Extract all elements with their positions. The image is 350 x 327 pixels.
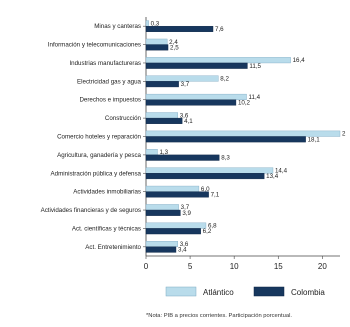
value-label-atlantico: 3,6 xyxy=(180,112,189,119)
category-label: Administración pública y defensa xyxy=(51,170,142,177)
value-label-colombia: 11,5 xyxy=(249,63,261,70)
value-label-atlantico: 6,0 xyxy=(201,186,210,193)
bar-colombia xyxy=(145,25,214,32)
bar-atlantico xyxy=(145,241,178,248)
value-label-atlantico: 3,7 xyxy=(181,204,190,211)
category-label: Derechos e impuestos xyxy=(79,97,141,104)
bar-atlantico xyxy=(145,149,158,156)
x-tick-label: 20 xyxy=(318,262,327,271)
value-label-colombia: 7,6 xyxy=(215,26,224,33)
value-label-colombia: 18,1 xyxy=(308,136,321,143)
bar-colombia xyxy=(145,173,265,180)
bar-colombia xyxy=(145,154,220,161)
bar-colombia xyxy=(145,228,201,235)
value-label-atlantico: 2,4 xyxy=(169,39,178,46)
bar-atlantico xyxy=(145,75,219,82)
bar-atlantico xyxy=(145,112,178,119)
bar-colombia xyxy=(145,209,181,216)
legend-swatch-atlantico xyxy=(165,286,197,297)
x-tick-label: 15 xyxy=(274,262,283,271)
bar-colombia xyxy=(145,99,237,106)
value-label-atlantico: 3,6 xyxy=(180,241,189,248)
value-label-colombia: 3,4 xyxy=(178,247,187,254)
value-label-atlantico: 11,4 xyxy=(249,94,261,101)
x-tick-label: 10 xyxy=(230,262,239,271)
x-tick-label: 5 xyxy=(188,262,193,271)
value-label-colombia: 3,9 xyxy=(182,210,191,217)
category-label: Construcción xyxy=(105,115,142,122)
value-label-atlantico: 2 xyxy=(342,131,346,138)
bar-atlantico xyxy=(145,57,291,64)
legend-swatch-colombia xyxy=(253,286,285,297)
bar-atlantico xyxy=(145,20,149,27)
value-label-atlantico: 0,3 xyxy=(151,20,160,27)
value-label-colombia: 4,1 xyxy=(184,118,193,125)
value-label-colombia: 10,2 xyxy=(238,100,251,107)
category-label: Industrias manufactureras xyxy=(69,60,141,67)
category-label: Actividades financieras y de seguros xyxy=(41,207,141,214)
value-label-colombia: 7,1 xyxy=(211,191,220,198)
bar-colombia xyxy=(145,44,169,51)
value-label-atlantico: 16,4 xyxy=(293,57,306,64)
value-label-atlantico: 8,2 xyxy=(220,76,229,83)
bar-atlantico xyxy=(145,185,200,192)
bar-colombia xyxy=(145,117,183,124)
value-label-colombia: 13,4 xyxy=(266,173,279,180)
category-label: Act. Entretenimiento xyxy=(85,244,141,251)
category-label: Información y telecomunicaciones xyxy=(48,42,141,49)
value-label-atlantico: 14,4 xyxy=(275,167,288,174)
bar-colombia xyxy=(145,81,179,88)
bar-colombia xyxy=(145,246,177,253)
bar-atlantico xyxy=(145,38,168,45)
value-label-atlantico: 1,3 xyxy=(159,149,168,156)
value-label-colombia: 2,5 xyxy=(170,44,179,51)
bar-atlantico xyxy=(145,93,247,100)
x-tick-label: 0 xyxy=(144,262,149,271)
bar-atlantico xyxy=(145,167,274,174)
category-label: Agricultura, ganadería y pesca xyxy=(57,152,141,159)
legend-label-colombia: Colombia xyxy=(291,288,325,297)
value-label-colombia: 3,7 xyxy=(181,81,190,88)
value-label-atlantico: 6,8 xyxy=(208,223,217,230)
bar-atlantico xyxy=(145,204,179,211)
category-label: Minas y canteras xyxy=(94,23,141,30)
bar-colombia xyxy=(145,191,209,198)
category-label: Electricidad gas y agua xyxy=(77,78,142,85)
bar-colombia xyxy=(145,136,306,143)
bar-atlantico xyxy=(145,222,207,229)
value-label-colombia: 8,3 xyxy=(221,155,230,162)
category-label: Comercio hoteles y reparación xyxy=(57,134,141,141)
bar-colombia xyxy=(145,62,248,69)
footnote: *Nota: PIB a precios corrientes. Partici… xyxy=(146,313,292,319)
value-label-colombia: 6,2 xyxy=(203,228,212,235)
category-label: Act. científicas y técnicas xyxy=(72,225,141,232)
category-label: Actividades inmobiliarias xyxy=(73,189,141,196)
legend-label-atlantico: Atlántico xyxy=(203,288,234,297)
